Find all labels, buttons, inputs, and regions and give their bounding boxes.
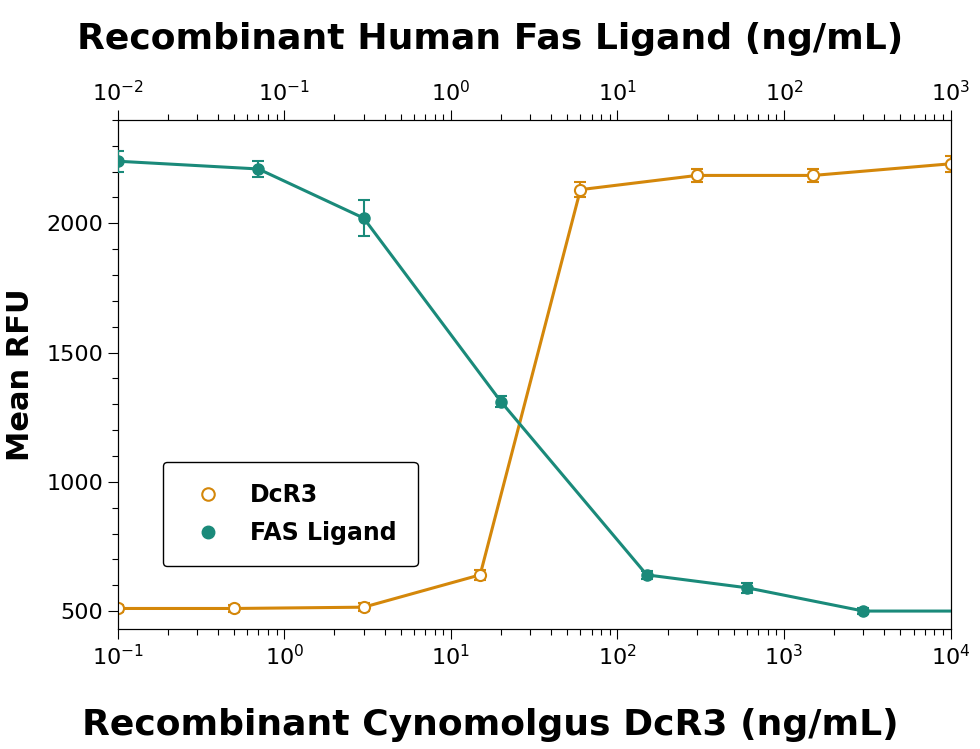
Text: Recombinant Cynomolgus DcR3 (ng/mL): Recombinant Cynomolgus DcR3 (ng/mL) bbox=[81, 708, 899, 742]
Y-axis label: Mean RFU: Mean RFU bbox=[6, 288, 35, 461]
Text: Recombinant Human Fas Ligand (ng/mL): Recombinant Human Fas Ligand (ng/mL) bbox=[76, 22, 904, 56]
Legend: DcR3, FAS Ligand: DcR3, FAS Ligand bbox=[163, 461, 417, 566]
